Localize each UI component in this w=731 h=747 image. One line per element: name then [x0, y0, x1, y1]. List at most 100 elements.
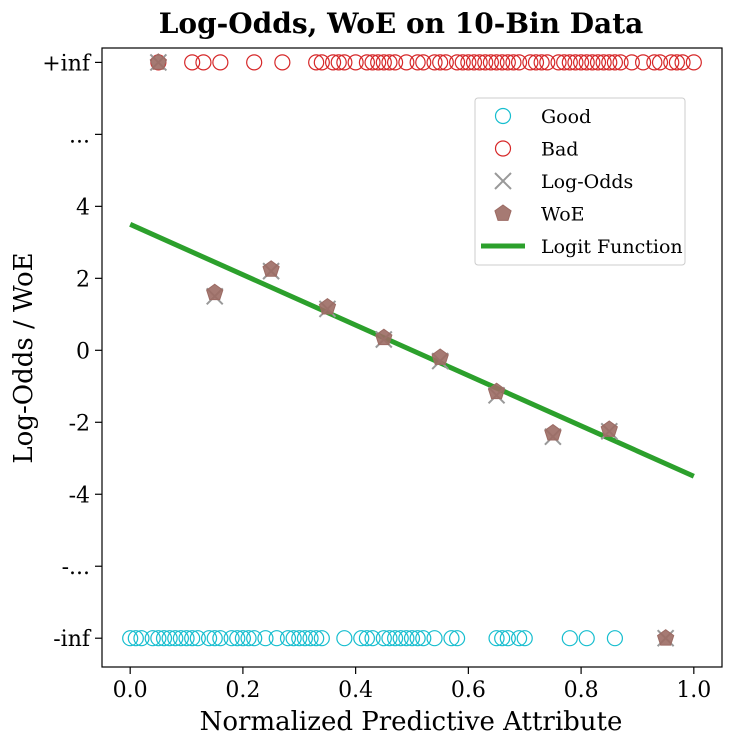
bad-point [465, 54, 483, 71]
bad-point [381, 54, 398, 71]
woe-point [487, 382, 506, 400]
good-point [308, 630, 325, 647]
bad-point [533, 54, 550, 71]
good-point [155, 630, 173, 647]
bad-point [426, 54, 443, 71]
legend-label: Log-Odds [541, 171, 633, 193]
good-point [415, 630, 432, 647]
good-point [426, 630, 443, 647]
good-point [392, 630, 409, 647]
bad-point [499, 54, 516, 71]
y-tick-label: 2 [76, 267, 90, 292]
legend-label: WoE [541, 204, 585, 226]
bad-point [510, 54, 528, 71]
good-point [494, 630, 511, 647]
bad-point [432, 54, 449, 71]
bad-point [409, 54, 426, 71]
woe-point [375, 328, 393, 346]
bad-point [336, 54, 353, 71]
woe-point [149, 53, 168, 70]
bad-point [246, 54, 263, 71]
good-point [127, 630, 144, 647]
good-point [206, 630, 223, 647]
bad-point [589, 54, 607, 71]
good-point [358, 630, 376, 647]
bad-point [488, 54, 505, 71]
y-tick-label: -inf [53, 627, 92, 652]
legend: Good Bad Log-Odds WoE Logit Function [474, 97, 686, 266]
bad-point [375, 54, 392, 71]
bad-point [505, 54, 522, 71]
bad-point [370, 54, 387, 71]
bad-point [561, 54, 578, 71]
good-point [510, 630, 528, 647]
good-point [246, 630, 263, 647]
bad-point [668, 54, 686, 71]
bad-point [539, 54, 556, 71]
good-point [161, 630, 178, 647]
bad-point [612, 54, 629, 71]
bad-point [184, 54, 201, 71]
bad-point [646, 54, 663, 71]
good-point [443, 630, 460, 647]
legend-marker-woe [494, 204, 512, 221]
good-point [296, 630, 314, 647]
bad-point [527, 54, 545, 71]
y-tick-label: ... [69, 123, 90, 148]
good-point [375, 630, 392, 647]
bad-point [274, 54, 291, 71]
bad-point [634, 54, 652, 71]
y-tick-label: -2 [69, 411, 90, 436]
x-tick-label: 0.2 [225, 678, 260, 703]
chart-title: Log-Odds, WoE on 10-Bin Data [159, 7, 644, 40]
bad-point [364, 54, 381, 71]
woe-point [262, 260, 280, 277]
bad-point [522, 54, 539, 71]
woe-point [656, 629, 675, 646]
good-point [240, 630, 257, 647]
good-point [184, 630, 201, 647]
good-point [285, 630, 302, 647]
good-point [398, 630, 415, 647]
bad-point [578, 54, 595, 71]
bad-point [195, 54, 212, 71]
bad-point [550, 54, 567, 71]
good-point [189, 630, 206, 647]
woe-point [600, 420, 618, 437]
bad-point [572, 54, 590, 71]
good-point [403, 630, 421, 647]
bad-point [674, 54, 691, 71]
good-point [336, 630, 353, 647]
bad-point [663, 54, 680, 71]
bad-point [471, 54, 488, 71]
legend-box [474, 97, 686, 266]
good-point [122, 630, 139, 647]
bad-point [358, 54, 376, 71]
bad-point [437, 54, 454, 71]
good-point [144, 630, 161, 647]
good-point [234, 630, 252, 647]
bad-point [448, 54, 466, 71]
plot-frame [101, 47, 723, 668]
bad-point [651, 54, 669, 71]
good-point [279, 630, 297, 647]
good-point [212, 630, 229, 647]
good-point [448, 630, 466, 647]
bad-point [601, 54, 618, 71]
good-point [167, 630, 184, 647]
good-point [223, 630, 240, 647]
bad-point [460, 54, 477, 71]
legend-marker-good [494, 107, 512, 125]
x-axis-label: Normalized Predictive Attribute [200, 707, 623, 737]
good-point [488, 630, 505, 647]
legend-marker-log-odds [494, 172, 512, 190]
y-tick-label: 0 [76, 339, 90, 364]
bad-point [347, 54, 364, 71]
bad-point [623, 54, 640, 71]
good-point [291, 630, 308, 647]
legend-label: Logit Function [541, 236, 683, 258]
good-point [578, 630, 595, 647]
good-point [364, 630, 381, 647]
x-tick-label: 0.0 [113, 678, 148, 703]
